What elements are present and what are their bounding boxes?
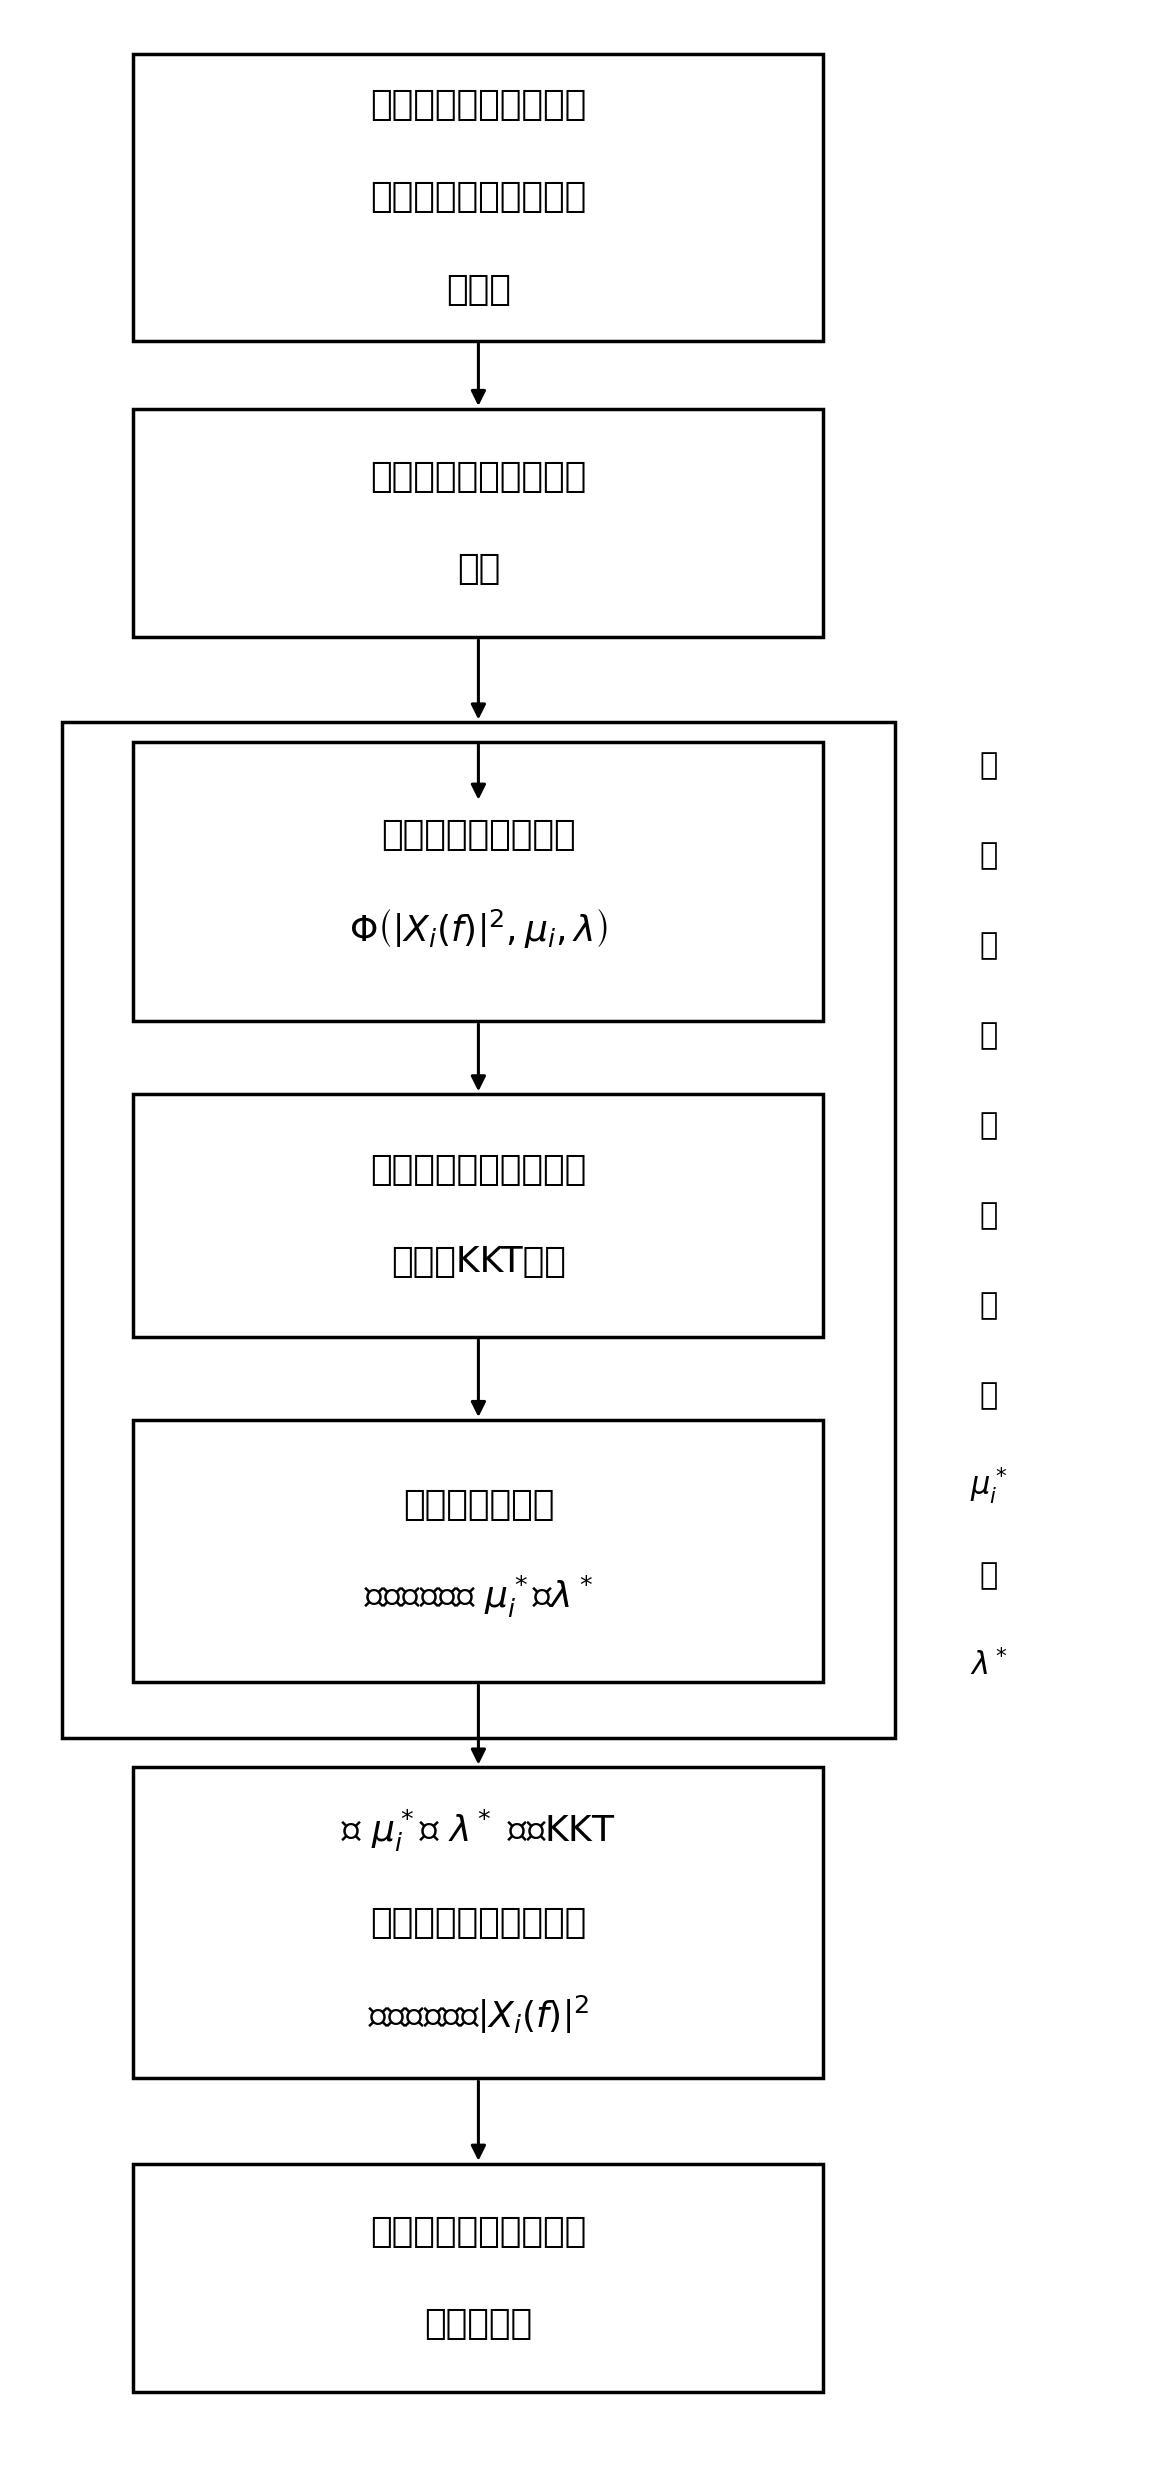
Text: $\Phi\left(\left|X_i(f)\right|^2,\mu_i,\lambda\right)$: $\Phi\left(\left|X_i(f)\right|^2,\mu_i,\… (350, 905, 607, 950)
Bar (133, 1768, 823, 2078)
Text: 经迭代计算确定: 经迭代计算确定 (402, 1488, 554, 1523)
Text: 稳健发射波形$\left|X_i(f)\right|^2$: 稳健发射波形$\left|X_i(f)\right|^2$ (368, 1994, 589, 2036)
Text: 模型: 模型 (457, 553, 500, 585)
Text: $\mu_i^*$: $\mu_i^*$ (971, 1466, 1007, 1505)
Bar (133, 409, 823, 637)
Text: 确: 确 (980, 751, 998, 781)
Text: $\lambda^*$: $\lambda^*$ (969, 1649, 1009, 1681)
Text: 乘: 乘 (980, 1292, 998, 1319)
Text: 子: 子 (980, 1381, 998, 1411)
Text: 定: 定 (980, 841, 998, 870)
Text: 拉格朗日乘子 $\mu_i^*$与$\lambda^*$: 拉格朗日乘子 $\mu_i^*$与$\lambda^*$ (363, 1575, 593, 1619)
Text: 求得拉格朗日乘子式最: 求得拉格朗日乘子式最 (370, 1153, 586, 1185)
Text: 将 $\mu_i^*$与 $\lambda^*$ 代入KKT: 将 $\mu_i^*$与 $\lambda^*$ 代入KKT (342, 1808, 615, 1853)
Text: 构建拉格朗日乘子式: 构建拉格朗日乘子式 (381, 818, 576, 853)
Bar (133, 2163, 823, 2393)
Text: 健发射波形: 健发射波形 (424, 2306, 532, 2341)
Bar (133, 1421, 823, 1681)
Bar (133, 1094, 823, 1337)
Text: 具有射频隐身性能的稳: 具有射频隐身性能的稳 (370, 2215, 586, 2249)
Text: 标真实频率响应的不确: 标真实频率响应的不确 (370, 181, 586, 213)
Text: 定集合: 定集合 (446, 273, 511, 308)
Text: 优化的KKT条件: 优化的KKT条件 (391, 1245, 566, 1280)
Text: 日: 日 (980, 1200, 998, 1230)
Text: 必要条件获取各雷达的: 必要条件获取各雷达的 (370, 1907, 586, 1939)
Bar (133, 55, 823, 340)
Bar (62, 722, 895, 1738)
Text: 与: 与 (980, 1560, 998, 1590)
Text: 根据先验知识，确立目: 根据先验知识，确立目 (370, 87, 586, 122)
Text: 朗: 朗 (980, 1111, 998, 1141)
Bar (133, 742, 823, 1022)
Text: 格: 格 (980, 1022, 998, 1052)
Text: 建立稳健波形优化设计: 建立稳健波形优化设计 (370, 459, 586, 494)
Text: 拉: 拉 (980, 932, 998, 960)
